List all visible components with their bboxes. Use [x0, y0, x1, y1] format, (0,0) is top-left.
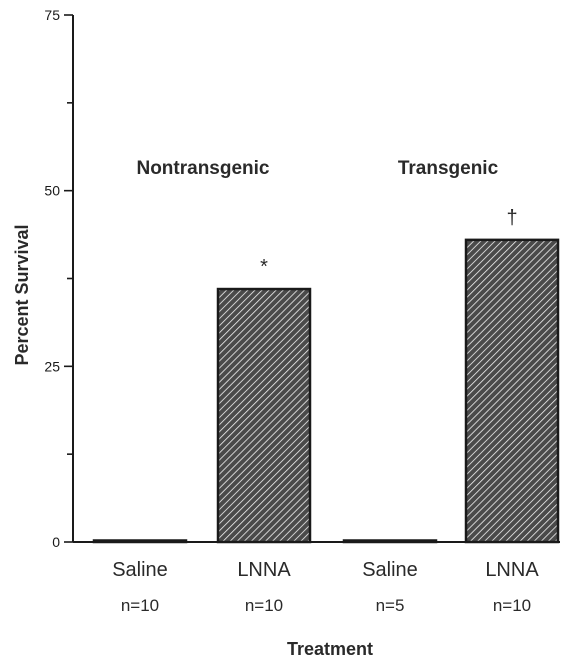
category-labels: Saline LNNA Saline LNNA — [112, 559, 539, 581]
bar-saline-1 — [92, 539, 188, 544]
significance-mark: † — [506, 207, 517, 229]
group-labels: Nontransgenic Transgenic — [136, 158, 498, 179]
y-axis-ticks: 0 25 50 75 — [44, 7, 73, 550]
bar-lnna-2 — [216, 287, 312, 544]
y-tick-label: 25 — [44, 358, 60, 374]
y-tick-label: 0 — [52, 534, 60, 550]
sample-size-label: n=5 — [376, 596, 405, 615]
group-label-transgenic: Transgenic — [398, 158, 499, 179]
x-category-label: Saline — [362, 559, 418, 581]
y-axis-title: Percent Survival — [12, 224, 32, 365]
sample-size-label: n=10 — [245, 596, 283, 615]
bar-saline-3 — [342, 539, 438, 544]
x-category-label: LNNA — [485, 559, 539, 581]
sample-size-label: n=10 — [493, 596, 531, 615]
x-axis-title: Treatment — [287, 639, 373, 657]
sample-size-labels: n=10 n=10 n=5 n=10 — [121, 596, 531, 615]
y-tick-label: 75 — [44, 7, 60, 23]
x-category-label: Saline — [112, 559, 168, 581]
x-category-label: LNNA — [237, 559, 291, 581]
significance-annotations: *† — [260, 207, 517, 278]
bars — [92, 238, 560, 544]
sample-size-label: n=10 — [121, 596, 159, 615]
group-label-nontransgenic: Nontransgenic — [136, 158, 269, 179]
significance-mark: * — [260, 256, 268, 278]
y-tick-label: 50 — [44, 183, 60, 199]
bar-lnna-4 — [464, 238, 560, 544]
